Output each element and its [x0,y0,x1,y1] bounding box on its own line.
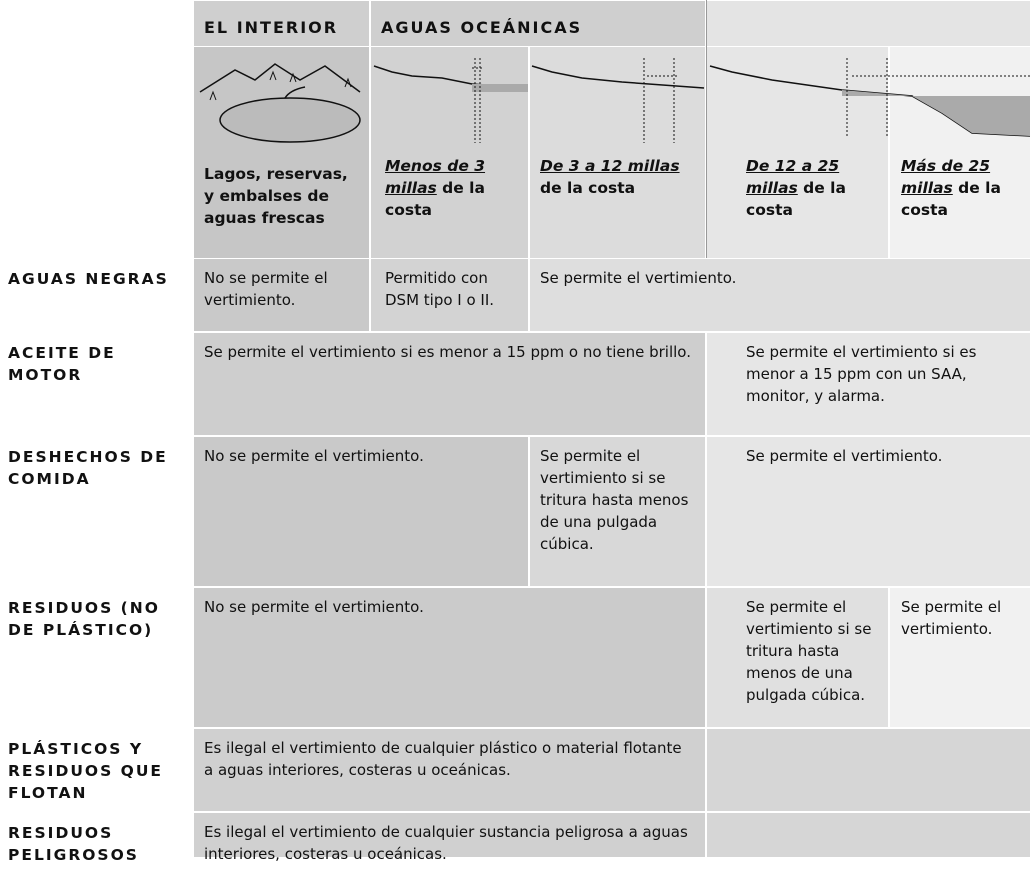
header-cell: EL INTERIOR [193,0,370,47]
cell [706,728,1031,812]
zone: Más de 25 millas de la costa [889,46,1031,259]
zone-emphasis: De 12 a 25 millas [746,157,840,197]
cell: Se permite el vertimiento. [706,436,1031,587]
row-label: AGUAS NEGRAS [8,270,169,288]
zone-emphasis: De 3 a 12 millas [540,157,680,175]
header-cell: AGUAS OCEÁNICAS [370,0,706,47]
zone-rest: de la costa [746,179,846,219]
zone-emphasis: Menos de 3 millas [385,157,486,197]
cell: Es ilegal el vertimiento de cualquier pl… [193,728,706,812]
zone-rest: de la costa [901,179,1001,219]
row-label: ACEITE DE MOTOR [8,344,116,384]
cell: No se permite el vertimiento. [193,436,529,587]
cell: Es ilegal el vertimiento de cualquier su… [193,812,706,863]
cell: No se permite el vertimiento. [193,258,370,332]
cell: Se permite el vertimiento si se tritura … [706,587,889,728]
zone-rest: de la costa [385,179,485,219]
cell: Se permite el vertimiento. [529,258,1031,332]
cell: Se permite el vertimiento si se tritura … [529,436,706,587]
header-cell [706,0,1031,47]
divider [706,0,707,330]
zone-emphasis: Más de 25 millas [901,157,991,197]
row-label: DESHECHOS DE COMIDA [8,448,168,488]
cell: Se permite el vertimiento si es menor a … [193,332,706,436]
row-label: RESIDUOS (NO DE PLÁSTICO) [8,599,160,639]
zone: Lagos, reservas, y embalses de aguas fre… [193,46,370,259]
coast-illustration [373,58,1031,143]
zone: De 12 a 25 millas de la costa [706,46,889,259]
cell: Se permite el vertimiento. [889,587,1031,728]
cell: Se permite el vertimiento si es menor a … [706,332,1031,436]
row-label: RESIDUOS PELIGROSOS [8,824,139,864]
lake-illustration [199,63,361,143]
zone: Menos de 3 millas de la costa [370,46,529,259]
cell [706,812,1031,858]
zone-rest: de la costa [540,179,636,197]
cell: Permitido con DSM tipo I o II. [370,258,529,332]
row-label: PLÁSTICOS Y RESIDUOS QUE FLOTAN [8,740,163,802]
cell: No se permite el vertimiento. [193,587,706,728]
